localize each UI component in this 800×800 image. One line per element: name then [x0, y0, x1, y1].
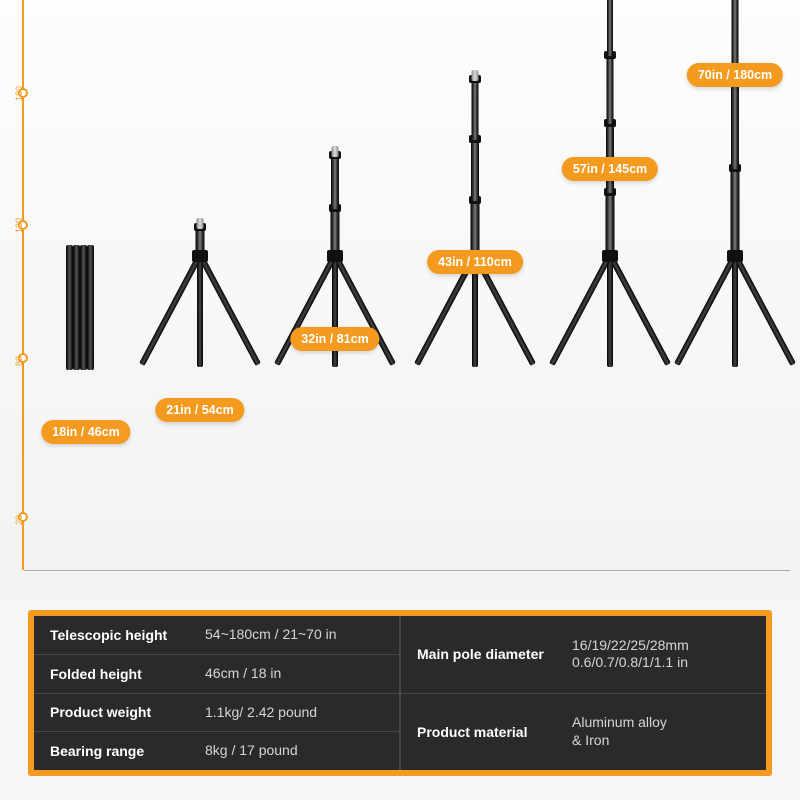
- pole-section: [731, 75, 739, 170]
- y-tick-label: 130: [14, 218, 24, 233]
- tripod-leg: [732, 254, 796, 366]
- spec-col-right: Main pole diameter 16/19/22/25/28mm0.6/0…: [401, 616, 766, 770]
- height-chart: 20 80 130 180 18in / 46cm 21in / 54cm 32in / …: [0, 0, 800, 600]
- spec-row: Telescopic height 54~180cm / 21~70 in: [34, 616, 399, 655]
- product-infographic: 20 80 130 180 18in / 46cm 21in / 54cm 32in / …: [0, 0, 800, 800]
- spec-row: Bearing range 8kg / 17 pound: [34, 732, 399, 770]
- spec-row: Product weight 1.1kg/ 2.42 pound: [34, 694, 399, 733]
- spec-key: Folded height: [50, 666, 205, 682]
- screw-tip-icon: [197, 218, 204, 229]
- height-badge: 43in / 110cm: [427, 250, 523, 274]
- spec-row: Folded height 46cm / 18 in: [34, 655, 399, 694]
- height-badge: 70in / 180cm: [687, 63, 783, 87]
- tripod-leg: [197, 254, 261, 366]
- pole-base: [327, 250, 343, 262]
- spec-key: Bearing range: [50, 743, 205, 759]
- spec-val: Aluminum alloy& Iron: [572, 714, 750, 749]
- tripod-leg: [139, 254, 203, 366]
- y-tick-label: 80: [14, 356, 24, 366]
- pole-base: [192, 250, 208, 262]
- height-badge: 32in / 81cm: [290, 327, 379, 351]
- pole-base: [602, 250, 618, 262]
- tripod-leg: [549, 254, 613, 366]
- tripod-leg: [197, 255, 203, 367]
- pole-section: [607, 53, 614, 125]
- spec-val: 46cm / 18 in: [205, 665, 383, 683]
- pole-section: [471, 137, 479, 200]
- tripod-leg: [607, 254, 671, 366]
- height-badge: 57in / 145cm: [562, 157, 658, 181]
- screw-tip-icon: [332, 146, 339, 157]
- spec-row: Product material Aluminum alloy& Iron: [401, 694, 766, 771]
- spec-key: Product material: [417, 724, 572, 740]
- spec-table: Telescopic height 54~180cm / 21~70 in Fo…: [28, 610, 772, 776]
- pole-base: [727, 250, 743, 262]
- tripod-legs: [550, 255, 670, 370]
- pole-section: [607, 0, 613, 56]
- tripod-5: [550, 0, 670, 370]
- spec-val: 54~180cm / 21~70 in: [205, 626, 383, 644]
- height-badge: 21in / 54cm: [155, 398, 244, 422]
- tripod-folded: [66, 245, 94, 370]
- spec-row: Main pole diameter 16/19/22/25/28mm0.6/0…: [401, 616, 766, 694]
- tripod-2: [140, 227, 260, 370]
- pole-section: [331, 153, 339, 209]
- y-tick-label: 20: [14, 515, 24, 525]
- height-badge: 18in / 46cm: [41, 420, 130, 444]
- pole-section: [731, 166, 740, 261]
- tripod-leg: [732, 255, 738, 367]
- tripod-leg: [674, 254, 738, 366]
- pole-section: [472, 77, 479, 140]
- ground-line: [24, 570, 790, 571]
- spec-val: 8kg / 17 pound: [205, 742, 383, 760]
- spec-val: 1.1kg/ 2.42 pound: [205, 704, 383, 722]
- spec-key: Telescopic height: [50, 627, 205, 643]
- y-tick-label: 180: [14, 86, 24, 101]
- tripod-leg: [607, 255, 613, 367]
- tripod-legs: [275, 255, 395, 370]
- spec-col-left: Telescopic height 54~180cm / 21~70 in Fo…: [34, 616, 401, 770]
- spec-val: 16/19/22/25/28mm0.6/0.7/0.8/1/1.1 in: [572, 637, 750, 672]
- spec-key: Product weight: [50, 704, 205, 720]
- spec-key: Main pole diameter: [417, 646, 572, 662]
- screw-tip-icon: [472, 70, 479, 81]
- tripod-legs: [675, 255, 795, 370]
- tripod-6: [675, 0, 795, 370]
- tripod-4: [415, 79, 535, 370]
- tripod-legs: [140, 255, 260, 370]
